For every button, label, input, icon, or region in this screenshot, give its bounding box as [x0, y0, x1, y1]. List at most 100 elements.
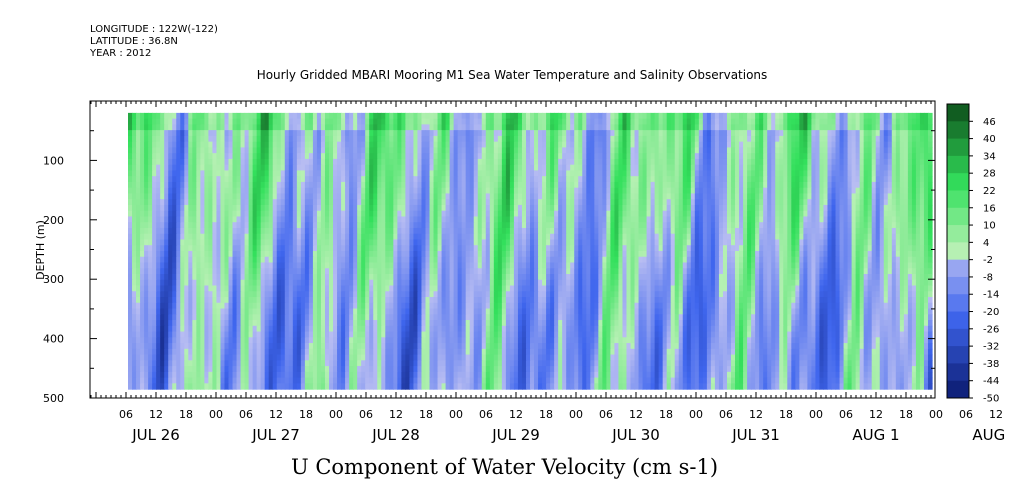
heatmap-cell	[429, 147, 435, 154]
heatmap-cell	[361, 112, 366, 120]
heatmap-cell	[618, 153, 624, 160]
heatmap-cell	[148, 199, 153, 206]
heatmap-cell	[264, 170, 270, 177]
heatmap-cell	[409, 216, 415, 223]
heatmap-cell	[582, 245, 587, 252]
heatmap-cell	[855, 158, 861, 166]
heatmap-cell	[509, 227, 515, 235]
heatmap-cell	[509, 147, 515, 154]
heatmap-cell	[176, 250, 181, 258]
heatmap-cell	[542, 222, 547, 229]
heatmap-cell	[875, 216, 881, 223]
heatmap-cell	[759, 193, 764, 200]
heatmap-cell	[807, 210, 812, 218]
heatmap-cell	[505, 158, 511, 166]
heatmap-cell	[252, 239, 258, 246]
heatmap-cell	[268, 164, 274, 172]
heatmap-cell	[256, 239, 262, 246]
heatmap-cell	[542, 233, 547, 241]
heatmap-cell	[895, 170, 901, 177]
heatmap-cell	[574, 245, 579, 252]
heatmap-cell	[188, 193, 193, 200]
heatmap-cell	[469, 170, 475, 177]
heatmap-cell	[626, 250, 632, 258]
heatmap-cell	[546, 245, 551, 252]
heatmap-cell	[783, 130, 788, 137]
heatmap-cell	[739, 112, 744, 120]
heatmap-cell	[216, 124, 222, 131]
heatmap-cell	[622, 239, 628, 246]
heatmap-cell	[481, 239, 487, 246]
heatmap-cell	[236, 112, 242, 120]
heatmap-cell	[320, 227, 326, 235]
heatmap-cell	[441, 147, 447, 154]
heatmap-cell	[377, 181, 382, 189]
heatmap-cell	[771, 193, 776, 200]
heatmap-cell	[598, 153, 603, 160]
heatmap-cell	[678, 158, 684, 166]
heatmap-cell	[927, 204, 933, 212]
heatmap-cell	[509, 130, 515, 137]
heatmap-cell	[859, 118, 865, 125]
heatmap-cell	[718, 250, 724, 258]
heatmap-cell	[320, 164, 326, 172]
heatmap-cell	[220, 141, 226, 148]
heatmap-cell	[381, 222, 386, 229]
heatmap-cell	[341, 199, 346, 206]
heatmap-cell	[168, 193, 173, 200]
heatmap-cell	[220, 245, 226, 252]
heatmap-cell	[308, 204, 314, 212]
heatmap-cell	[558, 199, 563, 206]
heatmap-cell	[204, 187, 209, 195]
heatmap-cell	[815, 181, 821, 189]
heatmap-cell	[152, 233, 157, 241]
heatmap-cell	[799, 187, 804, 195]
heatmap-cell	[859, 130, 865, 137]
heatmap-cell	[232, 164, 238, 172]
heatmap-cell	[674, 130, 680, 137]
heatmap-cell	[590, 245, 595, 252]
heatmap-cell	[501, 239, 507, 246]
heatmap-cell	[614, 193, 620, 200]
heatmap-cell	[260, 158, 266, 166]
heatmap-cell	[284, 250, 290, 258]
heatmap-cell	[747, 222, 752, 229]
heatmap-cell	[144, 153, 149, 160]
heatmap-cell	[156, 170, 161, 177]
heatmap-cell	[883, 112, 889, 120]
heatmap-cell	[602, 210, 607, 218]
heatmap-cell	[859, 239, 865, 246]
heatmap-cell	[867, 130, 873, 137]
heatmap-cell	[919, 118, 925, 125]
heatmap-cell	[200, 181, 205, 189]
heatmap-cell	[405, 199, 410, 206]
heatmap-cell	[899, 164, 905, 172]
heatmap-cell	[722, 124, 728, 131]
heatmap-cell	[296, 233, 302, 241]
heatmap-cell	[819, 147, 825, 154]
heatmap-cell	[184, 153, 189, 160]
heatmap-cell	[807, 112, 812, 120]
heatmap-cell	[405, 193, 410, 200]
heatmap-cell	[867, 181, 873, 189]
heatmap-cell	[188, 216, 193, 223]
heatmap-cell	[562, 147, 567, 154]
heatmap-cell	[397, 239, 402, 246]
heatmap-cell	[847, 147, 853, 154]
heatmap-cell	[236, 210, 242, 218]
heatmap-cell	[670, 233, 676, 241]
heatmap-cell	[542, 181, 547, 189]
heatmap-cell	[517, 216, 523, 223]
heatmap-cell	[771, 233, 776, 241]
heatmap-cell	[204, 193, 209, 200]
heatmap-cell	[550, 216, 555, 223]
heatmap-cell	[260, 147, 266, 154]
heatmap-cell	[196, 112, 201, 120]
heatmap-cell	[747, 118, 752, 125]
heatmap-cell	[815, 141, 821, 148]
heatmap-cell	[911, 204, 917, 212]
heatmap-cell	[473, 170, 479, 177]
heatmap-cell	[497, 135, 503, 143]
heatmap-cell	[228, 199, 234, 206]
heatmap-cell	[803, 239, 808, 246]
